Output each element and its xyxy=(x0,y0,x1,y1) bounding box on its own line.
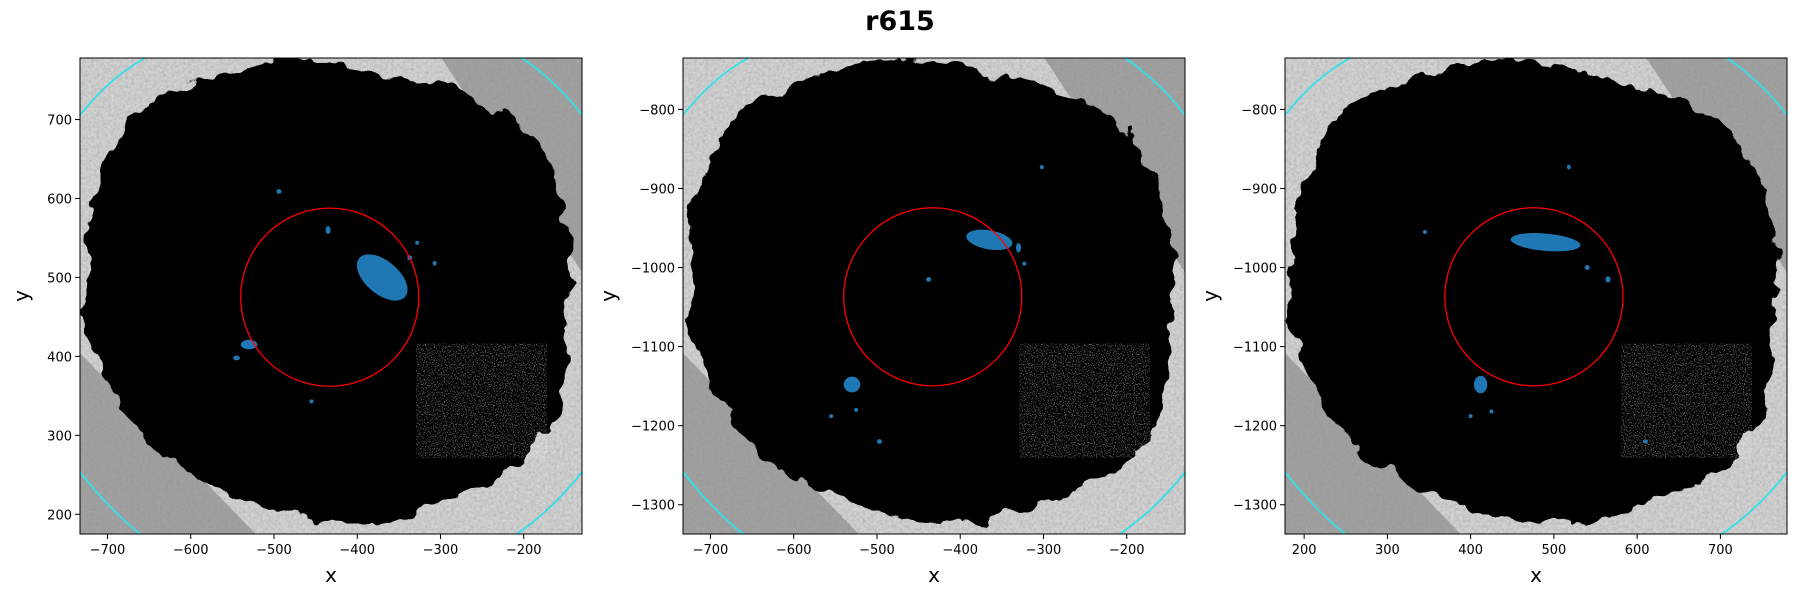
highlight-cluster xyxy=(1022,261,1027,266)
y-tick-label: −900 xyxy=(1241,182,1277,197)
highlight-cluster xyxy=(309,399,314,404)
highlight-cluster xyxy=(432,260,437,266)
reference-arc xyxy=(516,471,582,534)
figure-title: r615 xyxy=(865,6,935,37)
highlight-cluster xyxy=(1473,375,1488,394)
y-tick-label: −800 xyxy=(639,103,675,118)
y-tick-label: 400 xyxy=(47,350,72,365)
highlight-cluster xyxy=(233,355,240,361)
axes-frame xyxy=(79,57,583,535)
sparse-region xyxy=(1019,343,1150,458)
y-tick-label: −900 xyxy=(639,182,675,197)
highlight-cluster xyxy=(1642,439,1648,444)
highlight-cluster xyxy=(1422,229,1427,234)
y-axis-label: y xyxy=(1198,290,1222,302)
x-tick-label: −600 xyxy=(776,543,812,558)
x-tick-label: −500 xyxy=(256,543,292,558)
x-tick-label: −500 xyxy=(859,543,895,558)
highlight-cluster xyxy=(854,407,859,412)
reference-arc xyxy=(80,471,141,534)
chart-panel-1: −700 −600 −500 −400 −300 −200 200 300 400 500 600 7… xyxy=(9,57,583,587)
y-tick-label: 600 xyxy=(47,193,72,208)
highlight-cluster xyxy=(415,240,420,245)
reference-arc xyxy=(80,58,146,116)
reference-arc xyxy=(1119,471,1185,534)
selection-circle xyxy=(843,207,1023,387)
y-tick-label: −1000 xyxy=(631,262,675,277)
reference-arc xyxy=(1726,58,1787,116)
highlight-cluster xyxy=(276,189,282,194)
selection-circle xyxy=(1444,207,1624,387)
sparse-region xyxy=(1621,343,1752,458)
x-tick-label: 600 xyxy=(1625,543,1650,558)
reference-arc xyxy=(521,58,582,116)
x-tick-label: −700 xyxy=(693,543,729,558)
highlight-cluster xyxy=(356,254,408,301)
x-tick-label: 500 xyxy=(1541,543,1566,558)
y-tick-label: −800 xyxy=(1241,103,1277,118)
x-tick-label: −700 xyxy=(90,543,126,558)
reference-arc xyxy=(1285,471,1346,534)
reference-arc xyxy=(683,471,744,534)
highlight-cluster xyxy=(829,414,834,419)
reference-arc xyxy=(1285,58,1351,116)
y-axis-label: y xyxy=(9,290,33,302)
y-tick-label: −1200 xyxy=(631,420,675,435)
background-band xyxy=(80,353,256,534)
x-tick-label: −300 xyxy=(1026,543,1062,558)
chart-panel-3: 200 300 400 500 600 700 −1300 −1200 −1100 −1000 −9… xyxy=(1198,57,1788,587)
highlight-cluster xyxy=(1510,233,1581,252)
highlight-cluster xyxy=(1039,165,1044,170)
reference-arc xyxy=(1721,471,1787,534)
highlight-cluster xyxy=(1605,276,1611,283)
y-tick-label: −1200 xyxy=(1233,420,1277,435)
y-tick-label: −1000 xyxy=(1233,262,1277,277)
y-tick-label: 300 xyxy=(47,429,72,444)
y-tick-label: 700 xyxy=(47,114,72,129)
y-axis-label: y xyxy=(596,290,620,302)
x-tick-label: −400 xyxy=(339,543,375,558)
axes-frame xyxy=(1284,57,1788,535)
reference-arc xyxy=(1124,58,1185,116)
reference-arc xyxy=(683,58,749,116)
x-axis-label: x xyxy=(928,563,940,587)
x-axis-label: x xyxy=(325,563,337,587)
x-tick-label: 300 xyxy=(1375,543,1400,558)
chart-panel-2: −700 −600 −500 −400 −300 −200 −1300 −1200 −1100 −… xyxy=(596,57,1186,587)
y-tick-label: 500 xyxy=(47,271,72,286)
y-tick-label: 200 xyxy=(47,508,72,523)
highlight-cluster xyxy=(1489,409,1494,414)
highlight-cluster xyxy=(1468,414,1473,419)
axes-frame xyxy=(682,57,1186,535)
selection-circle xyxy=(240,207,420,387)
y-tick-label: −1300 xyxy=(1233,499,1277,514)
highlight-cluster xyxy=(1584,265,1590,270)
highlight-cluster xyxy=(966,229,1013,251)
plot-area xyxy=(1285,58,1787,534)
x-tick-label: 400 xyxy=(1458,543,1483,558)
x-tick-label: −300 xyxy=(423,543,459,558)
x-tick-label: −200 xyxy=(1109,543,1145,558)
x-axis-label: x xyxy=(1530,563,1542,587)
x-tick-label: −600 xyxy=(173,543,209,558)
x-tick-label: −400 xyxy=(942,543,978,558)
sparse-region xyxy=(416,343,547,458)
highlight-cluster xyxy=(1566,164,1571,170)
plot-area xyxy=(683,58,1185,534)
highlight-cluster xyxy=(926,277,932,282)
y-tick-label: −1100 xyxy=(631,341,675,356)
highlight-cluster xyxy=(843,376,861,393)
x-tick-label: 700 xyxy=(1708,543,1733,558)
highlight-cluster xyxy=(325,226,331,235)
y-tick-label: −1100 xyxy=(1233,341,1277,356)
plot-area xyxy=(80,58,582,534)
highlight-cluster xyxy=(876,439,882,444)
x-tick-label: 200 xyxy=(1292,543,1317,558)
x-tick-label: −200 xyxy=(506,543,542,558)
highlight-cluster xyxy=(1016,243,1021,253)
y-tick-label: −1300 xyxy=(631,499,675,514)
